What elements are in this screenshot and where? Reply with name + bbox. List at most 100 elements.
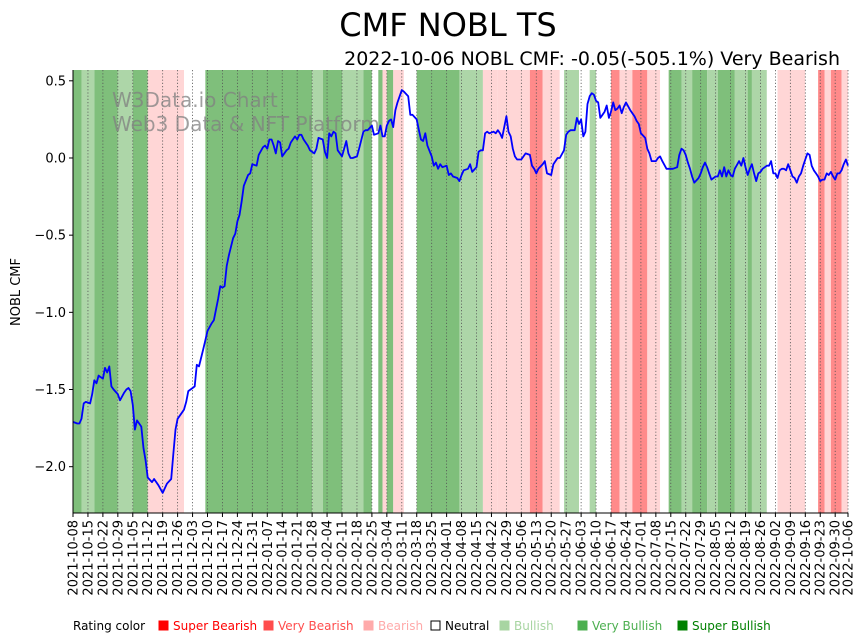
- x-tick-label-35: 2022-06-10: [590, 520, 605, 596]
- axes: [72, 70, 848, 514]
- x-tick-label-29: 2022-04-29: [500, 520, 515, 596]
- x-tick-label-14: 2022-01-14: [276, 520, 291, 596]
- watermark-line-2: Web3 Data & NFT Platform: [112, 112, 380, 136]
- x-tick-label-20: 2022-02-25: [365, 520, 380, 596]
- x-axis-ticks: 2021-10-08 2021-10-15 2021-10-22 2021-10-29…: [67, 513, 857, 596]
- rating-band-34: [668, 70, 682, 513]
- legend-swatch-4: [499, 620, 510, 631]
- x-tick-label-12: 2021-12-31: [246, 520, 261, 596]
- rating-bands: [73, 70, 848, 513]
- rating-band-40: [747, 70, 752, 513]
- legend-swatch-3: [430, 620, 441, 631]
- x-tick-label-16: 2022-01-28: [306, 520, 321, 596]
- legend-label-1: Very Bearish: [278, 619, 354, 633]
- x-tick-label-27: 2022-04-15: [470, 520, 485, 596]
- rating-band-16: [393, 70, 404, 513]
- rating-band-36: [692, 70, 708, 513]
- rating-band-15: [386, 70, 394, 513]
- rating-band-0: [73, 70, 82, 513]
- x-tick-label-39: 2022-07-08: [649, 520, 664, 596]
- x-tick-label-44: 2022-08-12: [724, 520, 739, 596]
- rating-band-42: [766, 70, 778, 513]
- x-tick-label-33: 2022-05-27: [560, 520, 575, 596]
- x-tick-label-11: 2021-12-24: [231, 520, 246, 596]
- legend-label-2: Bearish: [378, 619, 423, 633]
- rating-band-6: [184, 70, 206, 513]
- x-tick-label-48: 2022-09-09: [784, 520, 799, 596]
- rating-band-41: [751, 70, 767, 513]
- x-tick-label-49: 2022-09-16: [799, 520, 814, 596]
- rating-band-28: [596, 70, 612, 513]
- rating-band-32: [647, 70, 661, 513]
- rating-band-20: [482, 70, 498, 513]
- x-tick-label-1: 2021-10-15: [81, 520, 96, 596]
- x-tick-label-25: 2022-04-01: [440, 520, 455, 596]
- rating-band-9: [322, 70, 343, 513]
- rating-band-44: [805, 70, 819, 513]
- x-tick-label-23: 2022-03-18: [410, 520, 425, 596]
- x-tick-label-2: 2021-10-22: [96, 520, 111, 596]
- rating-band-11: [363, 70, 372, 513]
- rating-band-8: [312, 70, 323, 513]
- rating-band-17: [403, 70, 417, 513]
- x-tick-label-36: 2022-06-17: [605, 520, 620, 596]
- x-tick-label-21: 2022-03-04: [380, 520, 395, 596]
- rating-band-33: [660, 70, 669, 513]
- x-tick-label-30: 2022-05-06: [515, 520, 530, 596]
- x-tick-label-0: 2021-10-08: [67, 520, 82, 596]
- legend-label-3: Neutral: [445, 619, 489, 633]
- x-tick-label-18: 2022-02-11: [336, 520, 351, 596]
- x-tick-label-50: 2022-09-23: [814, 520, 829, 596]
- x-tick-label-26: 2022-04-08: [455, 520, 470, 596]
- rating-band-31: [632, 70, 648, 513]
- rating-band-37: [707, 70, 718, 513]
- y-tick-label-1: 0.0: [45, 151, 66, 166]
- rating-band-35: [681, 70, 693, 513]
- x-tick-label-22: 2022-03-11: [395, 520, 410, 596]
- rating-band-29: [611, 70, 620, 513]
- series-layer: [72, 89, 849, 494]
- x-tick-label-8: 2021-12-03: [186, 520, 201, 596]
- rating-band-48: [841, 70, 848, 513]
- series-line-0: [72, 89, 849, 494]
- chart-title: CMF NOBL TS: [339, 6, 556, 44]
- x-tick-label-41: 2022-07-22: [679, 520, 694, 596]
- date-gridlines: [72, 70, 849, 513]
- rating-band-2: [94, 70, 118, 513]
- rating-band-47: [830, 70, 842, 513]
- x-tick-label-4: 2021-11-05: [126, 520, 141, 596]
- x-tick-label-51: 2022-09-30: [829, 520, 844, 596]
- chart-subtitle: 2022-10-06 NOBL CMF: -0.05(-505.1%) Very…: [344, 48, 840, 70]
- y-tick-label-0: 0.5: [45, 74, 66, 89]
- x-tick-label-40: 2022-07-15: [664, 520, 679, 596]
- rating-band-4: [132, 70, 148, 513]
- y-tick-label-3: −1.0: [34, 306, 66, 321]
- x-tick-label-34: 2022-06-03: [575, 520, 590, 596]
- y-tick-label-4: −1.5: [34, 383, 66, 398]
- legend-swatch-0: [158, 620, 169, 631]
- x-tick-label-46: 2022-08-26: [754, 520, 769, 596]
- legend-label-4: Bullish: [514, 619, 554, 633]
- x-tick-label-19: 2022-02-18: [350, 520, 365, 596]
- rating-band-27: [589, 70, 597, 513]
- y-axis-label: NOBL CMF: [9, 258, 24, 326]
- legend-title: Rating color: [73, 619, 145, 633]
- rating-band-25: [564, 70, 579, 513]
- x-tick-label-37: 2022-06-24: [619, 520, 634, 596]
- x-tick-label-3: 2021-10-29: [111, 520, 126, 596]
- legend-swatch-5: [577, 620, 588, 631]
- rating-band-7: [205, 70, 313, 513]
- legend-swatch-2: [363, 620, 374, 631]
- rating-band-26: [578, 70, 590, 513]
- x-tick-label-15: 2022-01-21: [291, 520, 306, 596]
- x-tick-label-38: 2022-07-01: [634, 520, 649, 596]
- y-tick-label-5: −2.0: [34, 460, 66, 475]
- x-tick-label-6: 2021-11-19: [156, 520, 171, 596]
- rating-band-45: [818, 70, 825, 513]
- rating-band-46: [824, 70, 831, 513]
- legend-label-6: Super Bullish: [692, 619, 771, 633]
- y-tick-label-2: −0.5: [34, 229, 66, 244]
- rating-band-38: [717, 70, 735, 513]
- rating-band-5: [147, 70, 185, 513]
